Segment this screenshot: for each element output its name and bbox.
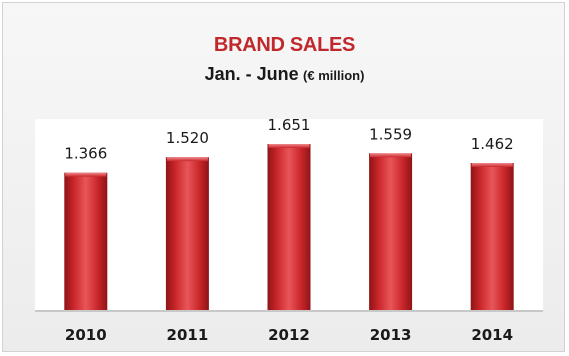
- x-tick-label-2013: 2013: [370, 326, 412, 344]
- value-label-2014: 1.462: [471, 135, 514, 153]
- bar-2013: [369, 153, 413, 310]
- bar-2014: [470, 163, 514, 310]
- bar-top-2012: [268, 144, 310, 148]
- value-label-2010: 1.366: [64, 145, 107, 163]
- bar-2011: [165, 157, 209, 310]
- bar-top-2013: [370, 153, 412, 158]
- bar-2010: [64, 172, 108, 310]
- value-labels: 1.366 1.520 1.651 1.559 1.462: [64, 116, 513, 163]
- x-tick-label-2010: 2010: [65, 326, 107, 344]
- bar-top-2014: [471, 163, 513, 167]
- chart-subtitle-period: Jan. - June: [204, 64, 299, 84]
- value-label-2011: 1.520: [166, 129, 209, 147]
- x-tick-label-2011: 2011: [167, 326, 209, 344]
- bar-top-2010: [65, 172, 107, 177]
- chart-title: BRAND SALES: [213, 34, 356, 56]
- value-label-2012: 1.651: [268, 116, 311, 134]
- plot-baseline: [35, 310, 543, 312]
- value-label-2013: 1.559: [369, 125, 412, 143]
- x-tick-label-2012: 2012: [268, 326, 310, 344]
- bar-2012: [267, 144, 311, 310]
- x-tick-label-2014: 2014: [471, 326, 513, 344]
- x-axis-labels: 2010 2011 2012 2013 2014: [65, 326, 513, 344]
- chart-subtitle: Jan. - June (€ million): [0, 64, 569, 85]
- bar-top-2011: [166, 157, 208, 162]
- chart-subtitle-unit: (€ million): [303, 68, 365, 83]
- bars: [64, 144, 514, 310]
